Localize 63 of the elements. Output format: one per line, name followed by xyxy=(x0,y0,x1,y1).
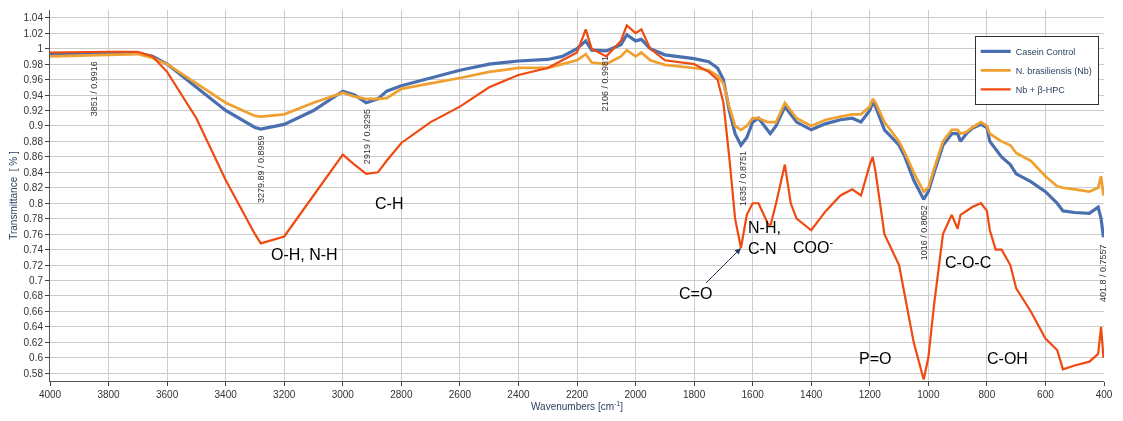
annotation: 3279.89 / 0.8959 xyxy=(255,135,266,203)
y-tick-label: 0.74 xyxy=(23,244,44,256)
legend-label: N. brasiliensis (Nb) xyxy=(1015,65,1092,76)
annotation: C-H xyxy=(375,195,404,212)
y-tick-label: 0.72 xyxy=(23,259,44,271)
annotation: 1635 / 0.8751 xyxy=(737,151,748,207)
annotation: C-OH xyxy=(987,350,1028,367)
x-tick-label: 4000 xyxy=(38,389,62,400)
annotation: P=O xyxy=(859,350,892,367)
y-tick-label: 0.92 xyxy=(23,104,44,116)
x-tick-label: 1000 xyxy=(917,389,940,400)
x-tick-label: 3400 xyxy=(214,389,238,400)
x-tick-label: 2800 xyxy=(390,389,413,400)
y-tick-label: 0.58 xyxy=(23,367,44,379)
y-tick-label: 0.98 xyxy=(23,58,44,70)
annotation: 3851 / 0.9916 xyxy=(88,61,99,117)
y-tick-label: 0.62 xyxy=(23,336,44,348)
x-tick-label: 3600 xyxy=(155,389,179,400)
x-tick-label: 1600 xyxy=(741,389,765,400)
x-axis-title: Wavenumbers [cm$^{-1}$] xyxy=(531,400,624,413)
y-tick-label: 1.04 xyxy=(23,12,44,24)
y-tick-label: 1 xyxy=(37,43,44,55)
y-tick-label: 0.68 xyxy=(23,290,44,302)
annotation: 2106 / 0.9981 xyxy=(599,56,610,112)
legend-label: Casein Control xyxy=(1015,46,1076,57)
y-tick-label: 0.94 xyxy=(23,89,44,101)
y-tick-label: 0.64 xyxy=(23,321,44,333)
annotation: C=O xyxy=(679,285,713,302)
annotation: N-H, C-N xyxy=(748,219,781,257)
x-tick-label: 600 xyxy=(1037,389,1055,400)
y-tick-label: 0.8 xyxy=(29,197,44,209)
y-tick-label: 0.6 xyxy=(29,352,44,364)
legend-label: Nb + β-HPC xyxy=(1015,84,1066,95)
x-tick-label: 1200 xyxy=(858,389,882,400)
y-axis-title: Transmittance [ % ] xyxy=(7,151,19,240)
x-tick-label: 2600 xyxy=(448,389,472,400)
y-tick-label: 0.9 xyxy=(29,120,44,132)
annotation: 2919 / 0.9295 xyxy=(361,109,372,165)
x-tick-label: 1400 xyxy=(800,389,823,400)
y-tick-label: 0.84 xyxy=(23,166,44,178)
annotation: 1016 / 0.8052 xyxy=(918,205,929,261)
y-tick-label: 0.78 xyxy=(23,213,44,225)
annotation: C-O-C xyxy=(945,254,992,271)
x-tick-label: 400 xyxy=(1095,389,1113,400)
y-tick-label: 0.86 xyxy=(23,151,44,163)
x-tick-label: 3800 xyxy=(97,389,121,400)
annotation: 401.8 / 0.7557 xyxy=(1098,244,1108,302)
x-tick-label: 2200 xyxy=(565,389,589,400)
x-tick-label: 1800 xyxy=(682,389,706,400)
y-tick-label: 0.82 xyxy=(23,182,44,194)
y-tick-label: 0.7 xyxy=(29,275,44,287)
x-tick-label: 2400 xyxy=(507,389,530,400)
x-tick-label: 3000 xyxy=(331,389,355,400)
x-tick-label: 3200 xyxy=(273,389,296,400)
x-tick-label: 800 xyxy=(978,389,996,400)
y-tick-label: 1.02 xyxy=(23,27,44,39)
y-tick-label: 0.76 xyxy=(23,228,44,240)
y-tick-label: 0.96 xyxy=(23,74,44,86)
annotation: COO$^{-}$ xyxy=(793,236,834,256)
x-tick-label: 2000 xyxy=(624,389,648,400)
y-tick-label: 0.88 xyxy=(23,135,44,147)
annotation: O-H, N-H xyxy=(271,246,338,263)
y-tick-label: 0.66 xyxy=(23,305,44,317)
